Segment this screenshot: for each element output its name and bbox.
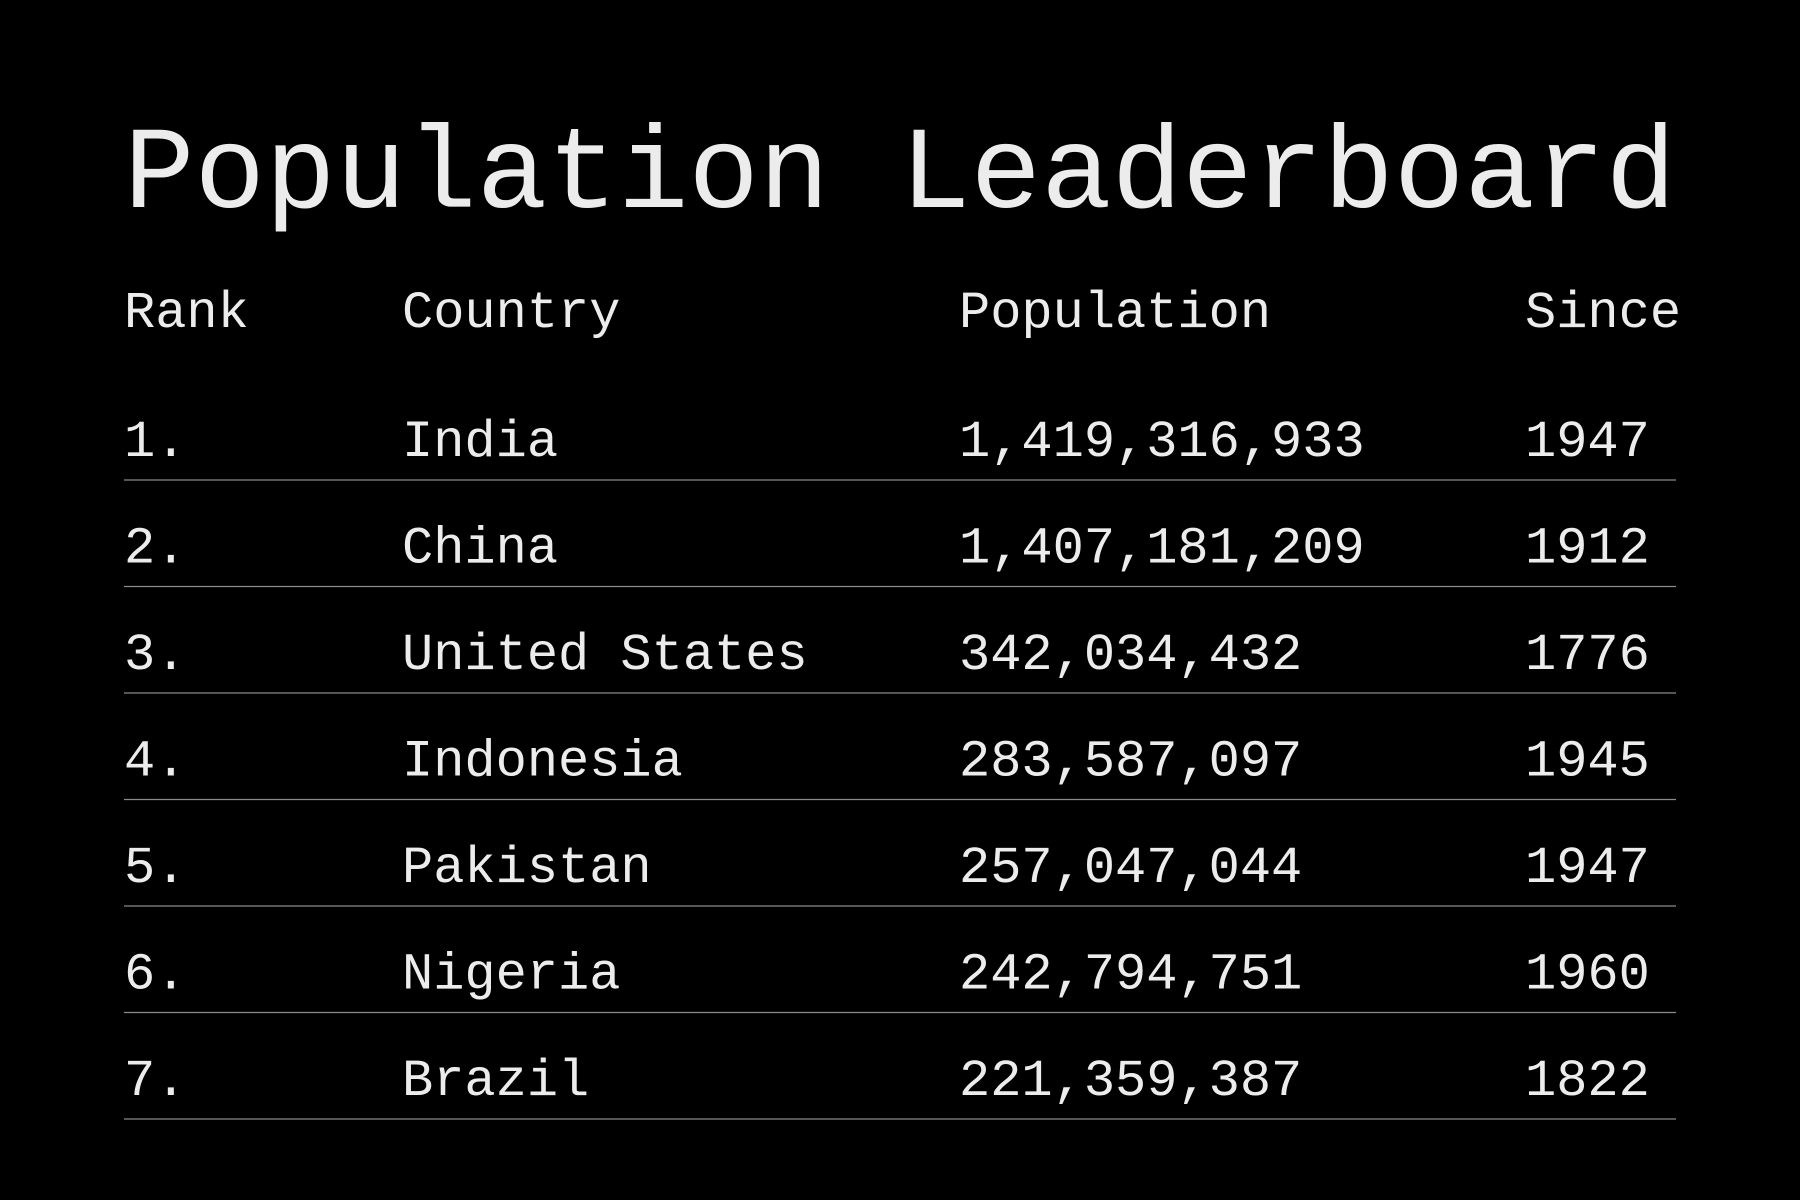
cell: Pakistan — [402, 839, 652, 898]
cell: 1822 — [1525, 1052, 1650, 1111]
column-header: Country — [402, 284, 620, 343]
cell: 1776 — [1525, 626, 1650, 685]
title: Population Leaderboard — [124, 111, 1676, 243]
cell: 221,359,387 — [959, 1052, 1302, 1111]
cell: 1. — [124, 413, 186, 472]
cell: 3. — [124, 626, 186, 685]
column-header: Since — [1525, 284, 1681, 343]
column-header: Population — [959, 284, 1271, 343]
cell: China — [402, 520, 558, 579]
cell: 1947 — [1525, 839, 1650, 898]
cell: 6. — [124, 946, 186, 1005]
cell: 1947 — [1525, 413, 1650, 472]
cell: 1945 — [1525, 733, 1650, 792]
cell: Nigeria — [402, 946, 620, 1005]
cell: 4. — [124, 733, 186, 792]
cell: 1960 — [1525, 946, 1650, 1005]
column-header: Rank — [124, 284, 249, 343]
cell: United States — [402, 626, 808, 685]
cell: Brazil — [402, 1052, 589, 1111]
cell: India — [402, 413, 558, 472]
cell: 242,794,751 — [959, 946, 1302, 1005]
cell: 342,034,432 — [959, 626, 1302, 685]
cell: Indonesia — [402, 733, 683, 792]
cell: 1912 — [1525, 520, 1650, 579]
cell: 1,407,181,209 — [959, 520, 1365, 579]
cell: 283,587,097 — [959, 733, 1302, 792]
cell: 2. — [124, 520, 186, 579]
cell: 5. — [124, 839, 186, 898]
cell: 1,419,316,933 — [959, 413, 1365, 472]
cell: 257,047,044 — [959, 839, 1302, 898]
cell: 7. — [124, 1052, 186, 1111]
